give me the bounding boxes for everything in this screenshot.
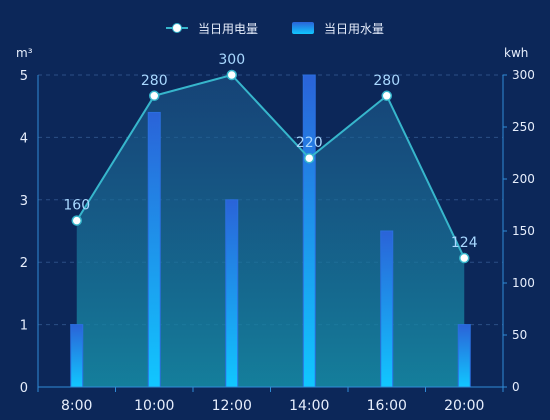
legend-label-electricity: 当日用电量: [197, 21, 258, 36]
data-label: 124: [451, 235, 478, 251]
left-tick-label: 4: [20, 131, 28, 146]
electricity-point[interactable]: [459, 252, 470, 264]
line-area: [76, 75, 465, 387]
left-tick-label: 3: [20, 194, 28, 209]
x-tick-label: 10:00: [134, 398, 174, 414]
x-tick-label: 16:00: [367, 398, 407, 414]
legend-line-marker-icon: [165, 23, 188, 33]
data-labels: 160 280 300 220 280 124: [63, 52, 477, 251]
water-bar[interactable]: [380, 230, 394, 388]
electricity-point[interactable]: [381, 90, 392, 102]
chart-legend: 当日用电量 当日用水量: [0, 18, 550, 38]
x-tick-label: 12:00: [212, 398, 252, 414]
right-tick-label: 0: [512, 380, 520, 394]
electricity-point[interactable]: [71, 215, 82, 226]
electricity-point[interactable]: [149, 90, 160, 102]
data-label: 220: [296, 135, 323, 151]
right-tick-label: 250: [512, 120, 535, 134]
data-label: 280: [141, 73, 168, 89]
electricity-point[interactable]: [226, 69, 237, 81]
left-tick-label: 5: [20, 69, 28, 84]
right-tick-label: 100: [512, 276, 535, 290]
legend-item-electricity[interactable]: 当日用电量: [165, 20, 258, 37]
left-tick-label: 1: [20, 319, 28, 334]
right-tick-label: 300: [512, 68, 535, 82]
data-label: 160: [63, 198, 90, 214]
right-axis-unit: kwh: [504, 46, 529, 60]
electricity-point[interactable]: [304, 152, 315, 164]
left-tick-label: 2: [20, 256, 28, 271]
data-label: 300: [218, 52, 245, 68]
legend-item-water[interactable]: 当日用水量: [292, 20, 384, 37]
legend-bar-marker-icon: [292, 22, 314, 34]
right-tick-label: 50: [512, 328, 527, 342]
right-tick-label: 200: [512, 172, 535, 186]
water-bar[interactable]: [302, 74, 316, 388]
water-bar[interactable]: [225, 199, 239, 388]
x-tick-label: 8:00: [61, 398, 92, 414]
water-bar[interactable]: [147, 111, 161, 388]
electricity-line-path: [75, 73, 466, 259]
x-tick-label: 14:00: [289, 398, 329, 414]
legend-label-water: 当日用水量: [324, 21, 385, 36]
left-axis-unit: m³: [16, 46, 33, 60]
water-bar[interactable]: [457, 324, 471, 388]
electricity-area: [76, 75, 465, 387]
electricity-line: [71, 69, 470, 264]
right-tick-label: 150: [512, 224, 535, 238]
water-bars: [70, 74, 471, 388]
water-bar[interactable]: [70, 324, 84, 388]
x-tick-label: 20:00: [444, 398, 484, 414]
left-tick-label: 0: [20, 381, 28, 396]
data-label: 280: [373, 73, 400, 89]
